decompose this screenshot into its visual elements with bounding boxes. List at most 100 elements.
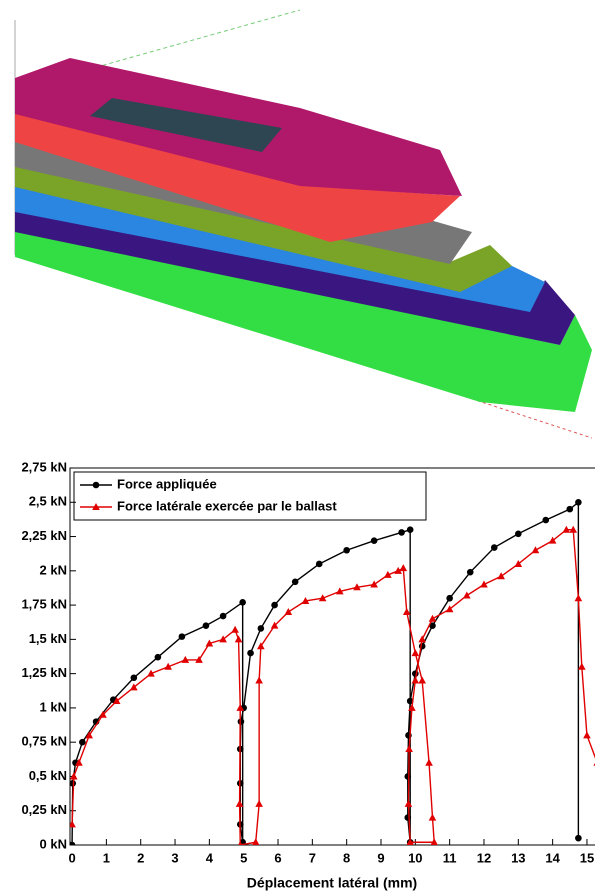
plot-area — [70, 498, 595, 845]
point — [70, 820, 76, 828]
point — [411, 649, 420, 657]
point — [237, 718, 245, 725]
layer — [15, 112, 460, 242]
point — [99, 710, 107, 718]
x-tick-label: 2 — [137, 850, 144, 865]
y-tick-label: 1,5 kN — [29, 631, 67, 646]
point — [418, 642, 426, 650]
point — [315, 560, 323, 568]
legend-marker — [92, 503, 100, 510]
point — [406, 838, 414, 845]
point — [205, 639, 214, 647]
point — [497, 572, 505, 580]
point — [178, 633, 186, 640]
x-tick-label: 9 — [377, 850, 384, 865]
point — [247, 649, 254, 657]
point — [445, 605, 454, 613]
point — [164, 662, 172, 670]
point — [418, 635, 426, 643]
point — [284, 607, 293, 615]
point — [480, 580, 488, 588]
point — [79, 738, 86, 746]
legend-label: Force latérale exercée par le ballast — [117, 498, 337, 513]
point — [408, 703, 416, 711]
y-tick-label: 2 kN — [40, 562, 67, 577]
y-tick-label: 0,25 kN — [21, 802, 67, 817]
point — [257, 625, 265, 632]
point — [384, 570, 392, 578]
y-tick-label: 2,75 kN — [21, 459, 67, 474]
point — [236, 703, 245, 711]
point — [154, 653, 162, 661]
point — [255, 676, 263, 684]
point — [239, 599, 246, 606]
layer — [15, 210, 575, 345]
point — [412, 670, 419, 677]
point — [301, 596, 310, 604]
point — [404, 773, 412, 780]
x-tick-label: 10 — [408, 850, 422, 865]
point — [398, 529, 405, 536]
x-tick-label: 12 — [477, 850, 491, 865]
x-tick-label: 14 — [545, 850, 560, 865]
x-tick-label: 8 — [343, 850, 350, 865]
point — [343, 546, 350, 554]
point — [429, 622, 436, 629]
axis-guide — [14, 249, 593, 439]
point — [514, 559, 523, 567]
point — [112, 697, 121, 705]
point — [75, 758, 83, 766]
y-tick-label: 1,25 kN — [21, 665, 67, 680]
layer — [15, 230, 592, 412]
point — [147, 669, 155, 677]
point — [235, 799, 244, 807]
point — [425, 758, 433, 766]
point — [428, 614, 437, 622]
point — [569, 525, 578, 533]
point — [406, 697, 414, 705]
point — [234, 635, 243, 643]
point — [336, 587, 344, 595]
point — [583, 731, 591, 739]
point — [399, 564, 408, 572]
point — [195, 655, 203, 663]
point — [574, 594, 583, 602]
point — [466, 568, 474, 576]
point — [515, 530, 522, 538]
plot-frame — [69, 467, 595, 846]
x-tick-label: 11 — [443, 850, 457, 865]
y-tick-label: 1 kN — [40, 699, 67, 714]
point — [219, 635, 227, 643]
point — [70, 772, 78, 780]
point — [231, 625, 239, 633]
ballast-render — [14, 9, 593, 439]
point — [271, 601, 278, 609]
point — [406, 526, 414, 533]
point — [405, 745, 413, 753]
point — [181, 655, 190, 663]
point — [130, 683, 138, 691]
point — [70, 841, 76, 845]
point — [85, 731, 94, 739]
point — [257, 642, 265, 650]
y-tick-label: 1,75 kN — [21, 597, 67, 612]
point — [531, 546, 540, 554]
y-tick-label: 2,5 kN — [29, 494, 67, 509]
sleeper — [90, 98, 282, 152]
x-tick-label: 1 — [103, 850, 110, 865]
point — [255, 799, 263, 807]
point — [490, 544, 498, 551]
point — [353, 583, 361, 591]
point — [578, 662, 586, 670]
series-line — [71, 528, 595, 845]
point — [318, 594, 327, 602]
point — [404, 799, 413, 807]
point — [566, 505, 574, 513]
x-tick-label: 15 — [580, 850, 594, 865]
y-tick-label: 0,5 kN — [29, 768, 67, 783]
point — [575, 498, 582, 506]
point — [562, 525, 571, 533]
point — [402, 607, 411, 615]
point — [238, 841, 243, 845]
y-tick-label: 0 kN — [40, 836, 67, 851]
